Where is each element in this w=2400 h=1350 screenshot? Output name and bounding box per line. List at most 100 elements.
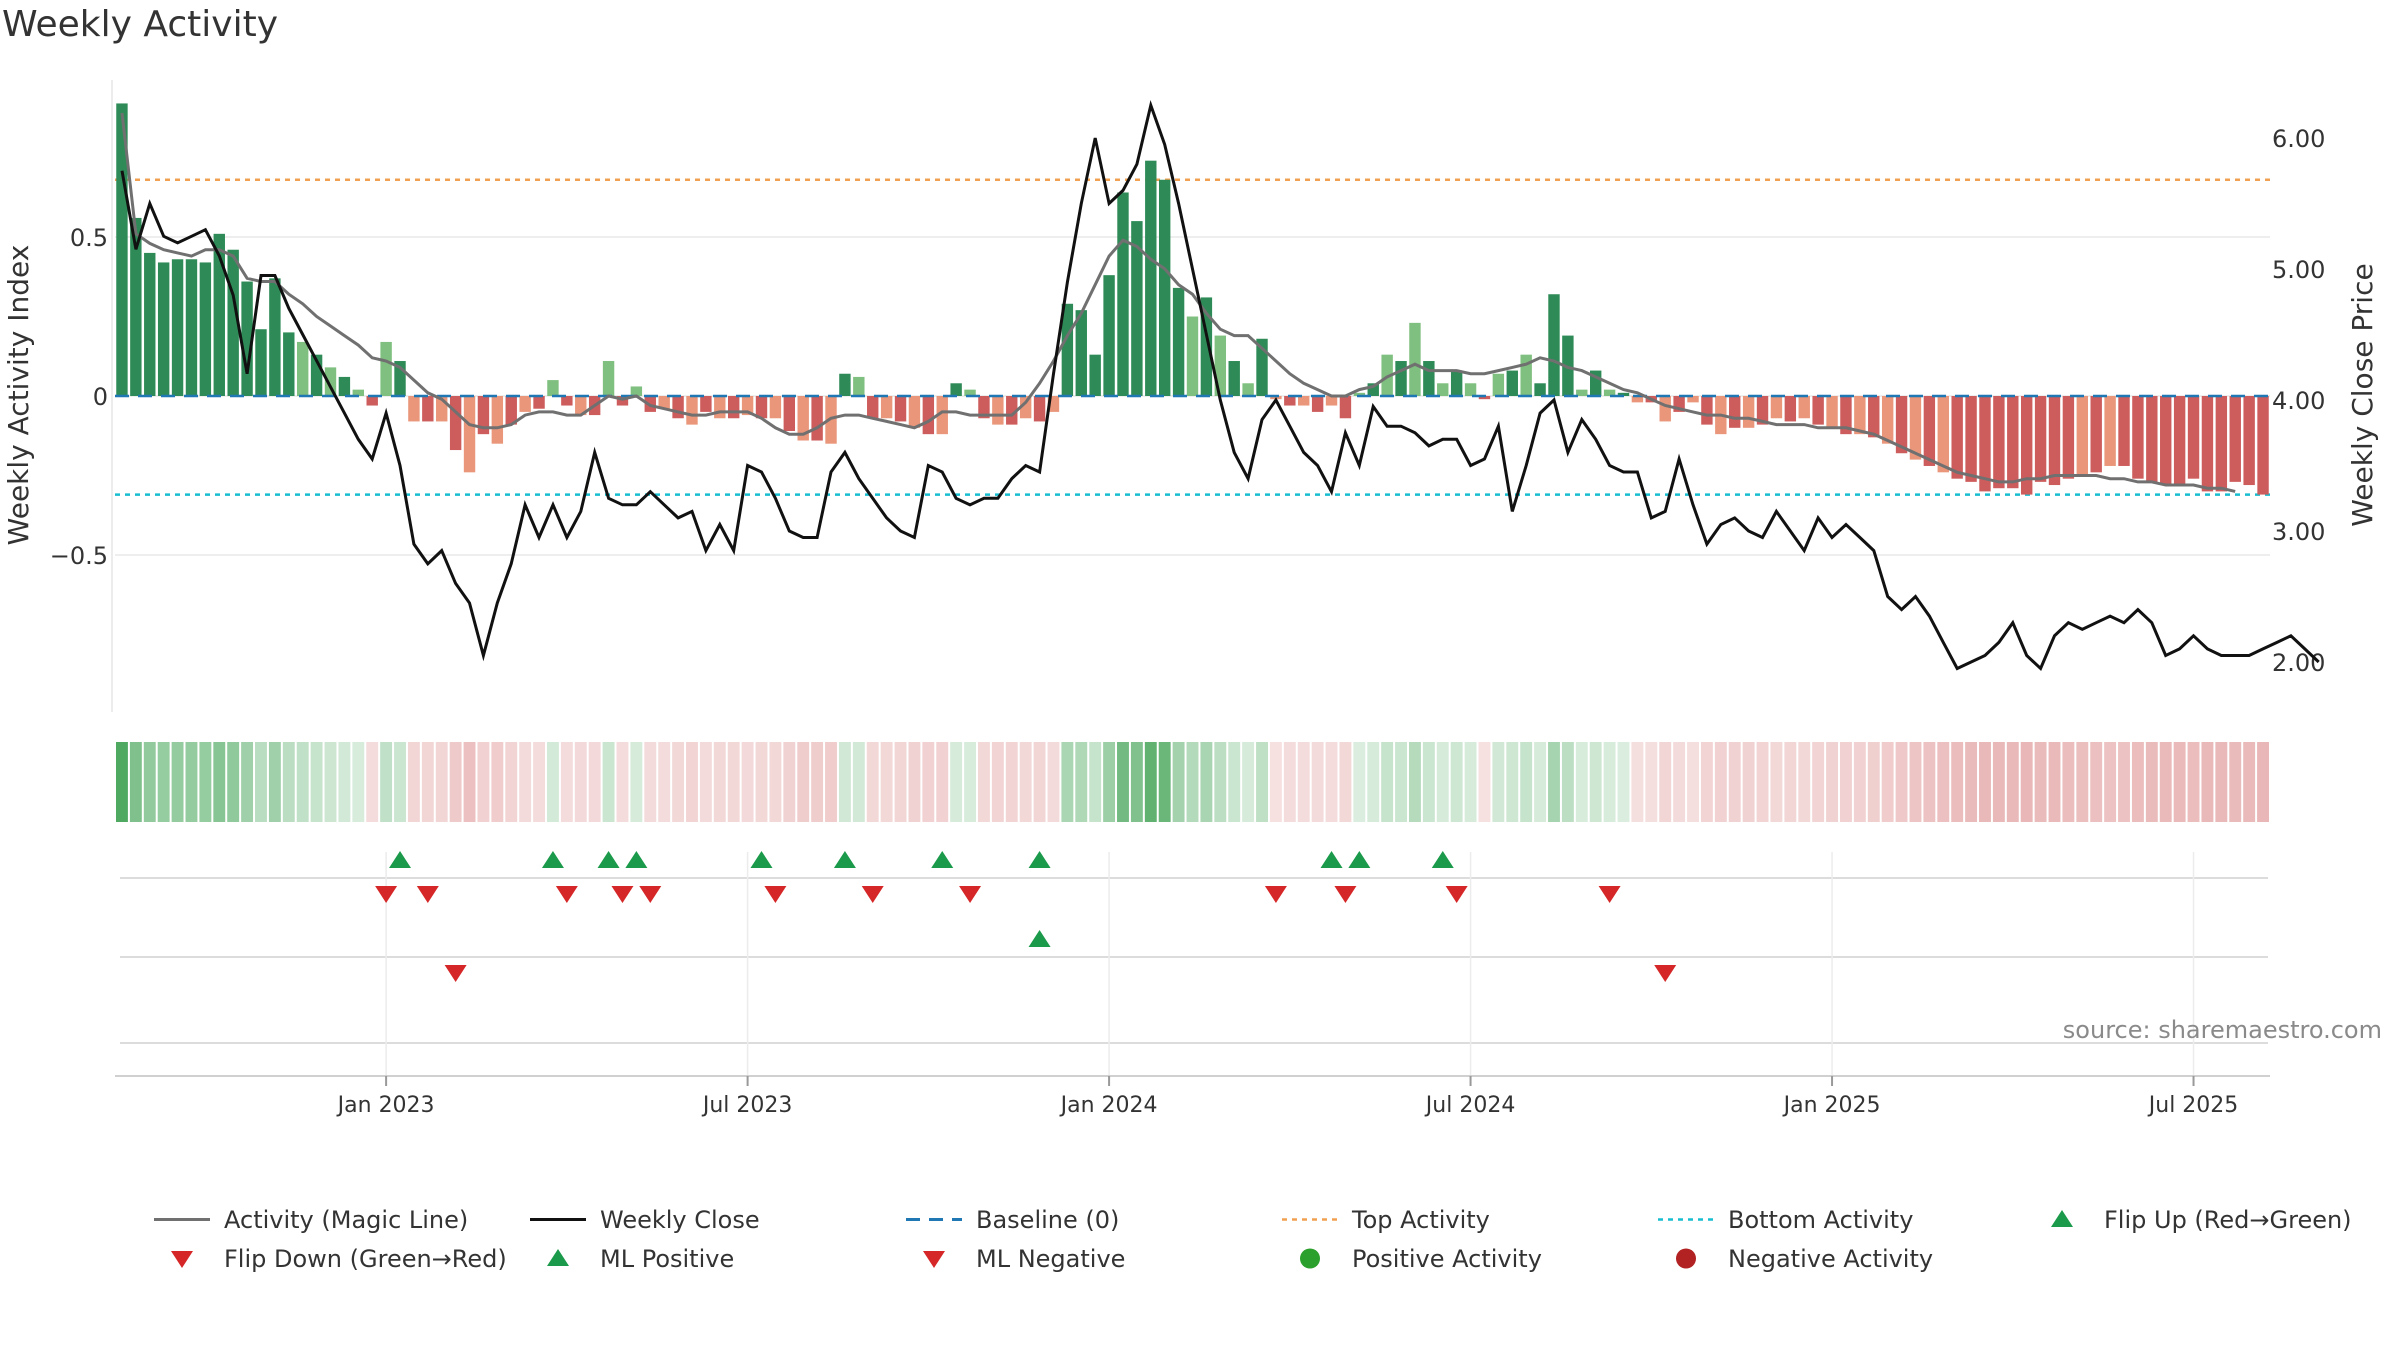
activity-bar: [783, 396, 796, 431]
activity-bar: [227, 249, 239, 396]
flip-up-marker: [750, 851, 773, 868]
activity-bar: [1937, 396, 1949, 473]
activity-bar: [394, 361, 406, 396]
activity-bar: [1103, 275, 1115, 396]
legend-label: Negative Activity: [1728, 1244, 1934, 1273]
activity-bar: [1006, 396, 1018, 425]
activity-bar: [700, 396, 712, 412]
y-right-tick-label: 4.00: [2272, 387, 2325, 415]
heat-strip-cell: [1186, 742, 1199, 822]
activity-bar: [1131, 221, 1143, 396]
heat-strip-cell: [1283, 742, 1296, 822]
activity-bar: [1506, 370, 1518, 396]
heat-strip-cell: [713, 742, 726, 822]
heat-strip-cell: [296, 742, 309, 822]
heat-strip-cell: [658, 742, 671, 822]
activity-bar: [185, 259, 198, 396]
activity-bar: [714, 396, 726, 419]
heat-strip-cell: [936, 742, 949, 822]
activity-bar: [1033, 396, 1046, 422]
heat-strip-cell: [880, 742, 893, 822]
activity-bar: [2160, 396, 2172, 486]
heat-strip-cell: [227, 742, 240, 822]
heat-strip-cell: [1700, 742, 1713, 822]
activity-bar: [894, 396, 907, 422]
activity-bar: [1464, 383, 1477, 396]
flip-up-marker: [597, 851, 620, 868]
legend-label: Baseline (0): [976, 1205, 1120, 1234]
flip-down-marker: [639, 886, 662, 903]
activity-bar: [2187, 396, 2200, 479]
heat-strip-cell: [797, 742, 810, 822]
activity-bar: [1548, 294, 1560, 396]
y-left-axis-title: Weekly Activity Index: [2, 245, 35, 546]
heat-strip-cell: [588, 742, 601, 822]
flip-down-marker: [1264, 886, 1287, 903]
activity-bar: [992, 396, 1004, 425]
activity-bar: [922, 396, 935, 435]
heat-strip-cell: [2118, 742, 2130, 822]
legend-label: Top Activity: [1352, 1205, 1490, 1234]
heat-strip-cell: [1061, 742, 1074, 822]
flip-down-marker: [764, 886, 787, 903]
activity-bar: [1409, 322, 1421, 396]
legend-swatch-triangle-up-green: [547, 1249, 569, 1266]
activity-bar: [1798, 396, 1810, 419]
heat-strip-cell: [324, 742, 337, 822]
heat-strip-cell: [1923, 742, 1936, 822]
heat-strip-cell: [1297, 742, 1310, 822]
heat-strip-cell: [463, 742, 476, 822]
activity-bar: [1172, 287, 1185, 396]
activity-bar: [241, 281, 253, 396]
heat-strip-cell: [2020, 742, 2033, 822]
flip-down-marker: [611, 886, 634, 903]
heat-strip-cell: [1172, 742, 1185, 822]
heat-strip-cell: [1409, 742, 1421, 822]
ml-negative-marker: [1654, 965, 1677, 982]
heat-strip-cell: [2131, 742, 2144, 822]
activity-bar: [144, 252, 156, 396]
activity-bar: [602, 361, 615, 396]
legend-swatch-line-dotted-cyan: [1658, 1218, 1714, 1221]
y-left-tick-label: −0.5: [50, 542, 108, 570]
heat-strip-cell: [421, 742, 434, 822]
heat-strip-cell: [2215, 742, 2228, 822]
flip-down-marker: [959, 886, 982, 903]
magic-line-series: [120, 112, 2236, 493]
heat-strip-cell: [1520, 742, 1533, 822]
legend-swatch-line-solid-black: [530, 1218, 586, 1221]
activity-bar: [727, 396, 740, 419]
x-tick-label: Jan 2023: [336, 1093, 435, 1118]
activity-bar: [1534, 383, 1546, 396]
activity-bar: [769, 396, 782, 419]
heat-strip-cell: [2257, 742, 2269, 822]
flip-down-marker: [1334, 886, 1357, 903]
activity-bar: [797, 396, 809, 441]
activity-bar: [1117, 192, 1129, 396]
heat-strip-cell: [1589, 742, 1602, 822]
heat-strip-cell: [950, 742, 963, 822]
heat-strip-cell: [991, 742, 1004, 822]
activity-bar: [1756, 396, 1769, 425]
activity-bar: [1492, 373, 1505, 396]
heat-strip-cell: [1909, 742, 1922, 822]
y-left-tick-label: 0: [93, 383, 108, 411]
heat-strip-cell: [1228, 742, 1241, 822]
heat-strip-cell: [338, 742, 351, 822]
x-tick-label: Jul 2025: [2147, 1093, 2239, 1118]
activity-bar: [477, 396, 490, 435]
activity-bar: [2034, 396, 2047, 482]
flip-down-marker: [375, 886, 398, 903]
flip-up-marker: [1431, 851, 1454, 868]
y-left-tick-label: 0.5: [70, 224, 108, 252]
heat-strip-cell: [741, 742, 754, 822]
activity-bar: [422, 396, 434, 422]
activity-bar: [1478, 396, 1491, 400]
activity-bar: [1729, 396, 1741, 428]
heat-strip-cell: [129, 742, 142, 822]
activity-bar: [908, 396, 921, 428]
heat-strip-cell: [1200, 742, 1213, 822]
heat-strip-cell: [1728, 742, 1741, 822]
heat-strip-cell: [1339, 742, 1352, 822]
